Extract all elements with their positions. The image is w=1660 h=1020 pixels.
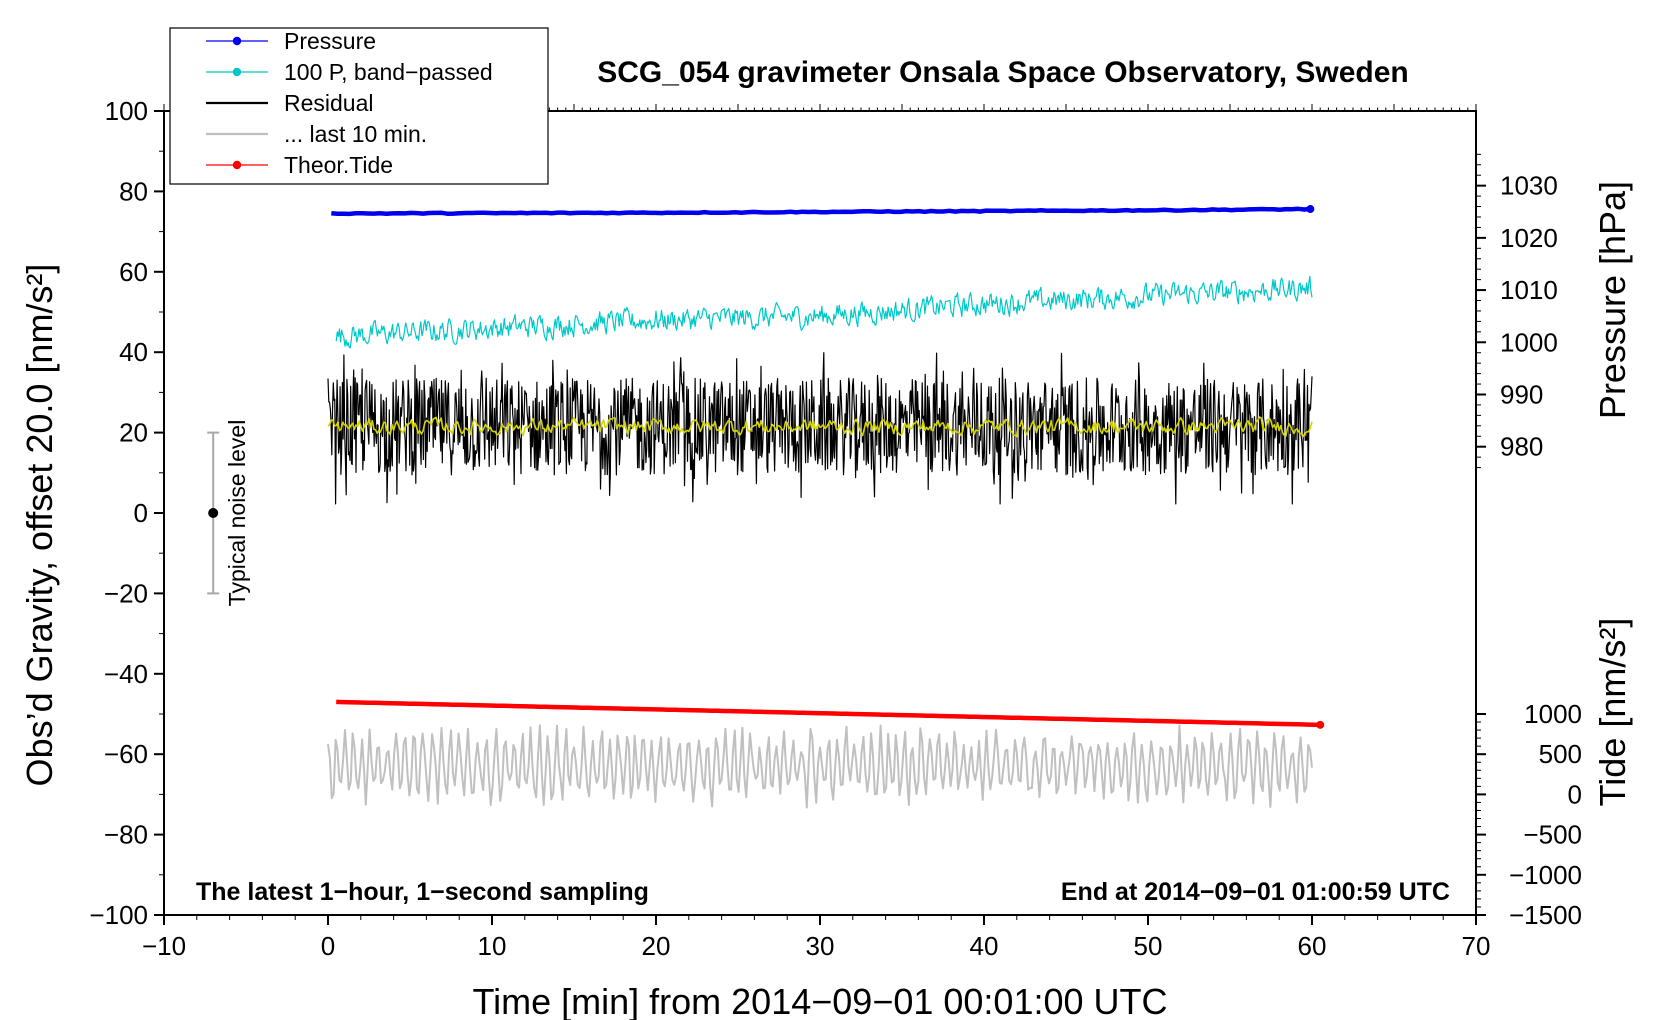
y-axis-title-pressure: Pressure [hPa] (1592, 181, 1633, 419)
x-tick-label: −10 (142, 931, 186, 961)
y-axis-title-left: Obs’d Gravity, offset 20.0 [nm/s²] (19, 264, 60, 787)
legend-label-100-p-band-passed: 100 P, band−passed (284, 59, 493, 85)
series-line-last-10-min (327, 724, 1313, 809)
y-axis-title-tide: Tide [nm/s²] (1592, 618, 1633, 807)
y-tick-label: 0 (134, 498, 148, 528)
y-tick-label: −60 (104, 739, 148, 769)
legend: Pressure 100 P, band−passed Residual ... la… (169, 27, 549, 185)
y-tick-label: −80 (104, 820, 148, 850)
noise-label: Typical noise level (224, 420, 250, 607)
legend-marker-100-p-band-passed (232, 67, 242, 77)
x-tick-label: 60 (1298, 931, 1327, 961)
x-axis-title: Time [min] from 2014−09−01 00:01:00 UTC (472, 981, 1167, 1020)
x-tick-label: 70 (1462, 931, 1491, 961)
y-tick-label: 80 (119, 176, 148, 206)
annotation-bottom-left: The latest 1−hour, 1−second sampling (196, 878, 649, 906)
series-line-theor-tide (336, 699, 1321, 728)
x-tick-label: 0 (321, 931, 335, 961)
tide-tick-label: 0 (1568, 779, 1582, 809)
x-tick-label: 10 (478, 931, 507, 961)
legend-marker-pressure (232, 36, 242, 46)
y-tick-label: 20 (119, 418, 148, 448)
legend-label-last-10-min: ... last 10 min. (284, 121, 427, 147)
x-tick-label: 30 (806, 931, 835, 961)
noise-dot (208, 508, 219, 518)
y-tick-label: 40 (119, 337, 148, 367)
x-tick-label: 40 (970, 931, 999, 961)
series-end-marker-theor-tide (1316, 720, 1325, 729)
tide-tick-label: 500 (1539, 739, 1582, 769)
y-tick-label: −20 (104, 578, 148, 608)
pressure-tick-label: 990 (1500, 379, 1543, 409)
tide-tick-label: −1500 (1509, 900, 1582, 930)
pressure-tick-label: 1030 (1500, 171, 1558, 201)
legend-box (169, 27, 549, 185)
pressure-tick-label: 1020 (1500, 223, 1558, 253)
y-tick-label: −100 (89, 900, 148, 930)
tide-tick-label: 1000 (1524, 699, 1582, 729)
y-tick-label: −40 (104, 659, 148, 689)
legend-label-residual: Residual (284, 90, 374, 116)
series-line-100-p-band-passed (335, 275, 1313, 349)
series-line-smoothed-residual (327, 416, 1313, 438)
series-end-marker-pressure (1306, 205, 1315, 214)
pressure-tick-label: 1000 (1500, 327, 1558, 357)
noise-indicator: Typical noise level (207, 420, 250, 607)
pressure-tick-label: 980 (1500, 432, 1543, 462)
series-line-residual (327, 352, 1313, 505)
y-tick-label: 100 (105, 96, 148, 126)
chart-title: SCG_054 gravimeter Onsala Space Observat… (597, 56, 1409, 89)
series-line-pressure (331, 206, 1311, 217)
legend-label-pressure: Pressure (284, 28, 376, 54)
pressure-tick-label: 1010 (1500, 275, 1558, 305)
legend-label-theor-tide: Theor.Tide (284, 152, 393, 178)
annotation-bottom-right: End at 2014−09−01 01:00:59 UTC (1061, 878, 1450, 906)
legend-marker-theor-tide (232, 160, 242, 170)
series-layer (327, 205, 1325, 809)
y-tick-label: 60 (119, 257, 148, 287)
x-tick-label: 20 (642, 931, 671, 961)
x-tick-label: 50 (1134, 931, 1163, 961)
axes-layer: −10 0 10 20 30 40 50 60 70−100−80−60−40−20020406… (89, 96, 1582, 961)
tide-tick-label: −1000 (1509, 860, 1582, 890)
tide-tick-label: −500 (1523, 820, 1582, 850)
